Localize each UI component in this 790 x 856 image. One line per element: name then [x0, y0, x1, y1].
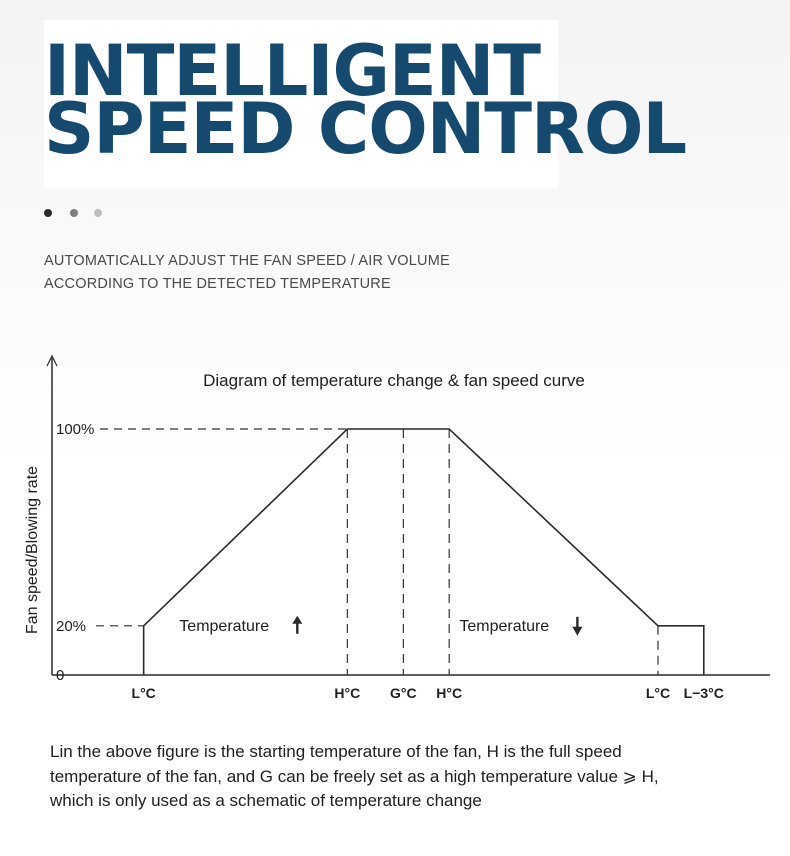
title-background [44, 20, 558, 188]
chart-annotations: Temperature Temperature [179, 615, 583, 636]
page-title-line-2: SPEED CONTROL [44, 88, 687, 170]
x-tick-label: L°C [132, 685, 156, 701]
description-line-3: which is only used as a schematic of tem… [50, 791, 482, 810]
x-tick-label: L°C [646, 685, 670, 701]
fan-speed-curve [142, 428, 705, 675]
chart-guides [96, 428, 659, 675]
x-tick-label: H°C [436, 685, 462, 701]
subtitle: AUTOMATICALLY ADJUST THE FAN SPEED / AIR… [44, 250, 450, 296]
y-axis-label: Fan speed/Blowing rate [24, 466, 41, 634]
chart-series [142, 428, 705, 675]
carousel-dot[interactable] [94, 209, 102, 217]
temperature-annotation: Temperature [179, 618, 269, 635]
page-title-line-1: INTELLIGENT [44, 30, 541, 112]
x-tick-label: H°C [334, 685, 360, 701]
carousel-dot-active[interactable] [44, 209, 52, 217]
y-tick-label: 0 [56, 667, 64, 684]
description-line-1: Lin the above figure is the starting tem… [50, 742, 622, 761]
carousel-dot[interactable] [70, 209, 78, 217]
y-tick-labels: 0 20% 100% [56, 421, 94, 684]
y-axis-arrow [46, 354, 58, 367]
subtitle-line-2: ACCORDING TO THE DETECTED TEMPERATURE [44, 276, 391, 292]
arrow-up-icon [292, 615, 303, 624]
x-tick-labels: L°C H°C G°C H°C L°C L−3°C [132, 685, 724, 701]
subtitle-line-1: AUTOMATICALLY ADJUST THE FAN SPEED / AIR… [44, 253, 450, 269]
y-tick-label: 100% [56, 421, 94, 438]
arrow-down-icon [572, 626, 583, 636]
x-tick-label: L−3°C [684, 685, 724, 701]
chart-title: Diagram of temperature change & fan spee… [203, 371, 585, 390]
y-tick-label: 20% [56, 618, 86, 635]
fan-speed-chart: Diagram of temperature change & fan spee… [24, 354, 770, 701]
chart-description: Lin the above figure is the starting tem… [50, 740, 770, 814]
x-tick-label: G°C [390, 685, 417, 701]
chart-axes [46, 354, 770, 676]
description-line-2: temperature of the fan, and G can be fre… [50, 766, 659, 786]
temperature-annotation: Temperature [459, 618, 549, 635]
